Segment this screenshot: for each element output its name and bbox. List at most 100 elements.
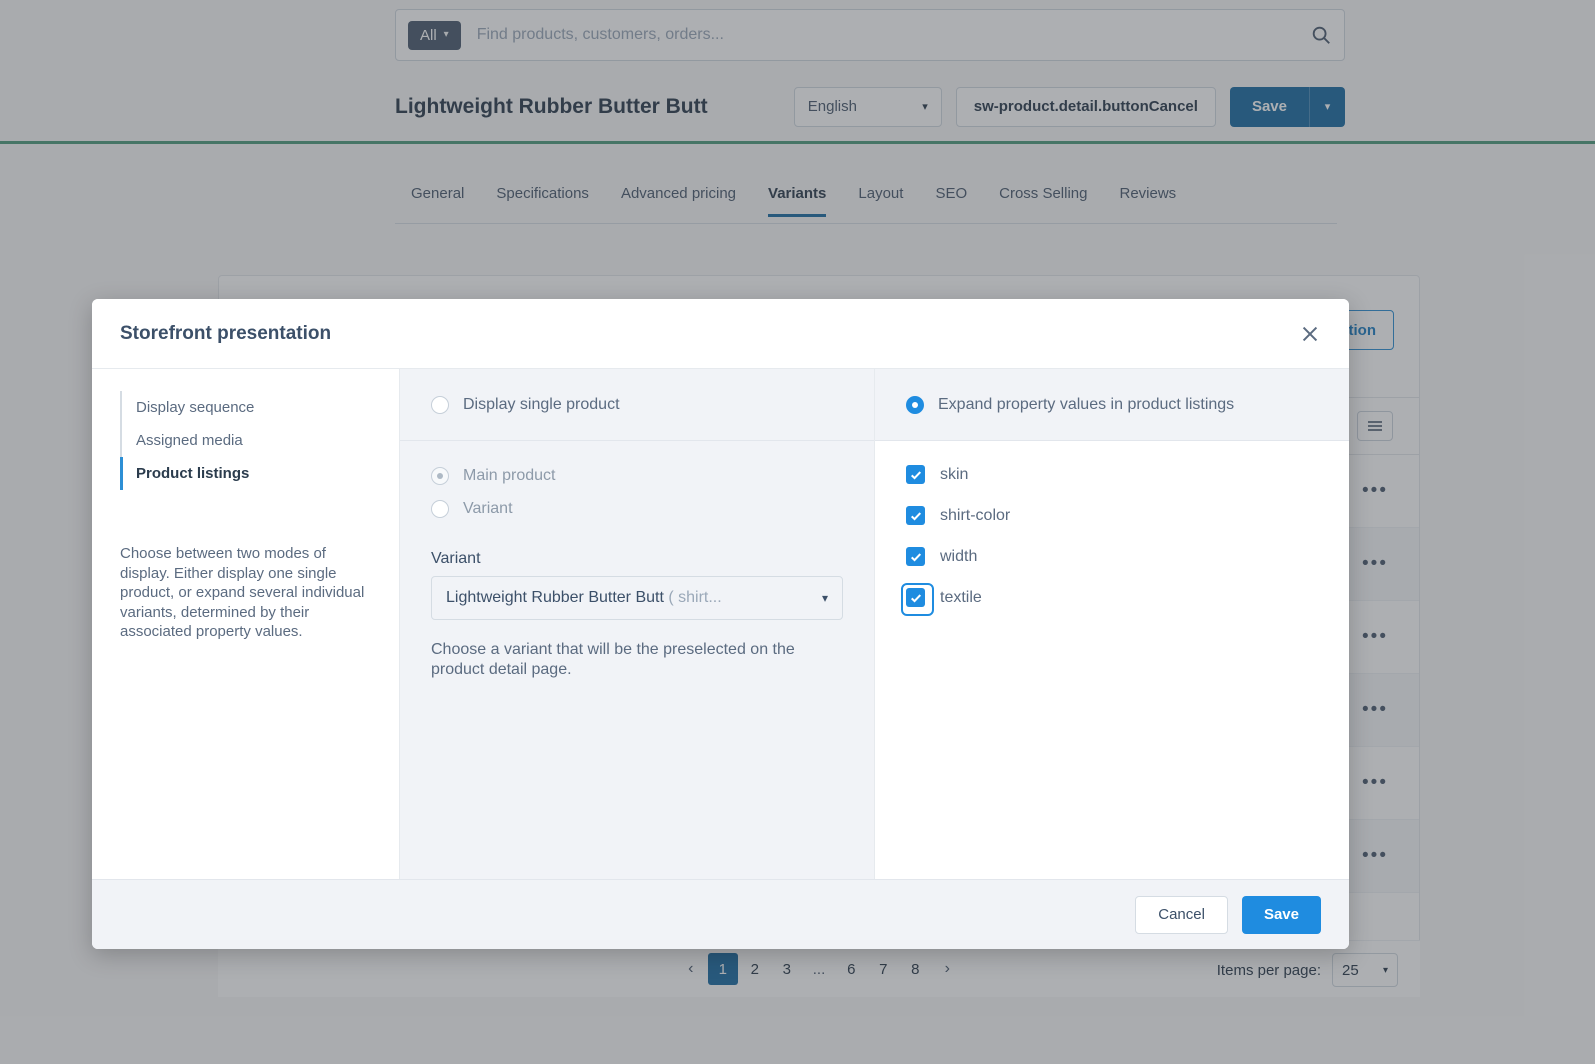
- sidebar-item-assigned-media[interactable]: Assigned media: [120, 424, 371, 457]
- radio-main-product-label: Main product: [463, 467, 556, 484]
- modal-footer: Cancel Save: [92, 879, 1349, 949]
- items-per-page: Items per page: 25 ▾: [1217, 953, 1398, 987]
- radio-variant[interactable]: [431, 500, 449, 518]
- row-actions-button[interactable]: •••: [1362, 553, 1388, 574]
- row-actions-button[interactable]: •••: [1362, 480, 1388, 501]
- save-button[interactable]: Save: [1229, 86, 1309, 127]
- search-input[interactable]: [474, 25, 1310, 45]
- items-per-page-label: Items per page:: [1216, 961, 1321, 979]
- pager-page-1[interactable]: 1: [707, 953, 738, 985]
- storefront-presentation-modal: Storefront presentation Display sequence…: [92, 299, 1349, 949]
- row-actions-button[interactable]: •••: [1362, 699, 1388, 720]
- pager-page-6[interactable]: 6: [847, 960, 856, 978]
- pager-ellipsis: ...: [812, 960, 826, 978]
- row-actions-button[interactable]: •••: [1362, 845, 1388, 866]
- chevron-down-icon: ▾: [443, 29, 449, 40]
- radio-display-single-product-label: Display single product: [463, 395, 620, 413]
- property-shirt-color[interactable]: shirt-color: [906, 506, 1318, 525]
- save-dropdown-button[interactable]: ▾: [1309, 86, 1345, 127]
- variant-field-label: Variant: [431, 550, 481, 567]
- tab-reviews[interactable]: Reviews: [1119, 185, 1177, 202]
- search-icon[interactable]: [1310, 24, 1332, 46]
- radio-variant-label: Variant: [463, 500, 513, 517]
- radio-main-product[interactable]: [431, 467, 449, 485]
- row-actions-button[interactable]: •••: [1362, 772, 1388, 793]
- property-skin[interactable]: skin: [906, 465, 1318, 484]
- radio-expand-property-values[interactable]: [906, 395, 924, 414]
- variant-select-value: Lightweight Rubber Butter Butt: [446, 589, 664, 606]
- tab-cross-selling[interactable]: Cross Selling: [999, 185, 1088, 202]
- search-scope-dropdown[interactable]: All ▾: [408, 20, 461, 50]
- search-scope-label: All: [420, 26, 437, 44]
- mode-single-product-row[interactable]: Display single product: [400, 369, 874, 441]
- items-per-page-select[interactable]: 25 ▾: [1332, 953, 1398, 987]
- check-icon: [910, 552, 921, 562]
- property-list: skin shirt-color w: [875, 441, 1349, 616]
- modal-right-column: Expand property values in product listin…: [875, 369, 1349, 879]
- chevron-down-icon: ▾: [922, 101, 928, 113]
- modal-header: Storefront presentation: [92, 299, 1349, 369]
- pager: ‹ 1 2 3 ... 6 7 8 ›: [676, 953, 963, 985]
- pager-page-3[interactable]: 3: [782, 960, 791, 978]
- property-textile[interactable]: textile: [901, 583, 1318, 616]
- close-icon[interactable]: [1299, 323, 1321, 345]
- global-search-bar[interactable]: All ▾: [395, 9, 1345, 61]
- check-icon: [910, 470, 921, 480]
- sidebar-item-display-sequence[interactable]: Display sequence: [120, 391, 371, 424]
- variant-select-value-suffix: ( shirt...: [668, 589, 722, 606]
- property-width[interactable]: width: [906, 547, 1318, 566]
- page-header: Lightweight Rubber Butter Butt English ▾…: [0, 72, 1595, 144]
- table-header-actions: [1331, 397, 1419, 455]
- language-select[interactable]: English ▾: [793, 86, 942, 127]
- property-textile-label: textile: [940, 588, 982, 606]
- modal-sidebar: Display sequence Assigned media Product …: [92, 369, 400, 879]
- property-skin-label: skin: [940, 465, 969, 483]
- items-per-page-value: 25: [1342, 961, 1359, 979]
- option-variant[interactable]: Variant: [431, 500, 843, 518]
- check-icon: [910, 511, 921, 521]
- modal-cancel-button[interactable]: Cancel: [1135, 895, 1228, 934]
- cancel-button[interactable]: sw-product.detail.buttonCancel: [955, 86, 1216, 127]
- sidebar-description: Choose between two modes of display. Eit…: [120, 545, 365, 640]
- modal-save-button[interactable]: Save: [1241, 895, 1321, 934]
- modal-middle-column: Display single product Main product Vari…: [400, 369, 875, 879]
- checkbox-shirt-color[interactable]: [906, 506, 925, 525]
- variant-help-text: Choose a variant that will be the presel…: [431, 641, 795, 678]
- pager-prev-button[interactable]: ‹: [688, 960, 694, 977]
- tab-layout[interactable]: Layout: [858, 185, 904, 202]
- tab-specifications[interactable]: Specifications: [496, 185, 589, 202]
- pager-next-button[interactable]: ›: [944, 960, 950, 977]
- chevron-down-icon: ▾: [1324, 101, 1331, 113]
- row-actions-button[interactable]: •••: [1362, 626, 1388, 647]
- language-select-value: English: [807, 98, 857, 115]
- pagination-bar: ‹ 1 2 3 ... 6 7 8 › Items per page: 25 ▾: [218, 940, 1420, 997]
- chevron-down-icon: ▾: [821, 591, 828, 605]
- page-title: Lightweight Rubber Butter Butt: [395, 94, 708, 118]
- variant-select[interactable]: Lightweight Rubber Butter Butt ( shirt..…: [431, 576, 843, 620]
- pager-page-2[interactable]: 2: [750, 960, 759, 978]
- radio-display-single-product[interactable]: [431, 395, 449, 414]
- mode-expand-properties-row[interactable]: Expand property values in product listin…: [875, 369, 1349, 441]
- tab-general[interactable]: General: [411, 185, 465, 202]
- tab-advanced-pricing[interactable]: Advanced pricing: [620, 185, 737, 202]
- modal-body: Display sequence Assigned media Product …: [92, 369, 1349, 879]
- check-icon: [910, 593, 921, 603]
- property-width-label: width: [940, 547, 978, 565]
- list-settings-icon[interactable]: [1357, 411, 1393, 441]
- middle-content: Main product Variant Variant Lightweight…: [400, 441, 874, 680]
- pager-page-8[interactable]: 8: [911, 960, 920, 978]
- product-tabs: General Specifications Advanced pricing …: [395, 176, 1337, 224]
- tab-seo[interactable]: SEO: [935, 185, 968, 202]
- tab-variants[interactable]: Variants: [752, 176, 842, 217]
- checkbox-textile[interactable]: [901, 583, 934, 616]
- option-main-product[interactable]: Main product: [431, 467, 843, 485]
- radio-expand-property-values-label: Expand property values in product listin…: [938, 395, 1235, 413]
- checkbox-skin[interactable]: [906, 465, 925, 484]
- modal-sidebar-nav: Display sequence Assigned media Product …: [120, 391, 371, 490]
- chevron-down-icon: ▾: [1382, 964, 1388, 976]
- pager-page-7[interactable]: 7: [879, 960, 888, 978]
- modal-title: Storefront presentation: [120, 322, 332, 344]
- sidebar-item-product-listings[interactable]: Product listings: [120, 457, 371, 490]
- checkbox-width[interactable]: [906, 547, 925, 566]
- property-shirt-color-label: shirt-color: [940, 506, 1011, 524]
